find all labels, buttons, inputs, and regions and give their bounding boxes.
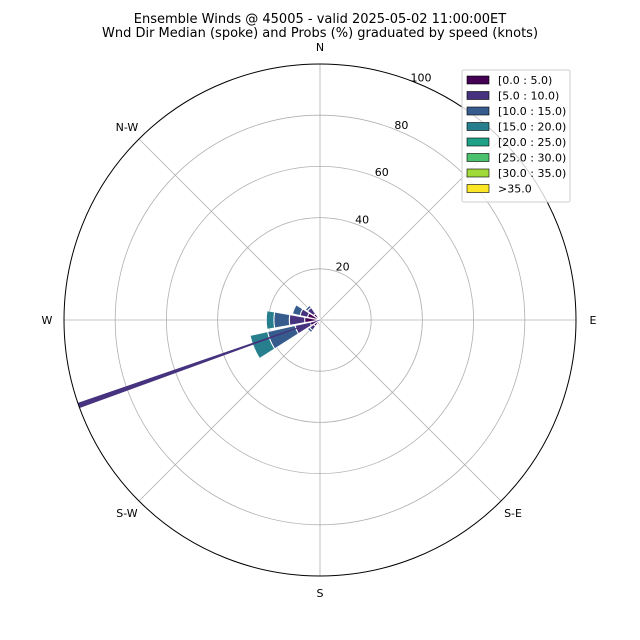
radial-tick-label: 60 [375,166,389,179]
grid-spoke [138,319,321,502]
legend-label: [0.0 : 5.0) [498,74,552,87]
grid-spoke [319,319,502,502]
radial-tick-label: 40 [355,213,369,226]
legend-swatch [466,153,490,162]
legend-label: [5.0 : 10.0) [498,90,559,103]
legend-swatch [466,184,490,193]
polar-outer-ring [63,63,577,577]
radial-tick-label: 80 [394,119,408,132]
chart-title-line2: Wnd Dir Median (spoke) and Probs (%) gra… [102,26,538,41]
direction-label: S-W [116,507,138,520]
wind-bar-segment [304,304,312,312]
wind-bar-segment [273,311,291,329]
legend-swatch [466,106,490,116]
legend-swatch [466,91,490,100]
wind-bar-segment [291,304,304,317]
median-spoke-wedge [77,319,321,409]
radial-tick-label: 20 [336,261,350,274]
grid-spoke [138,138,321,321]
wind-bar-segment [316,321,321,326]
direction-labels: N E S-E S S-W W N-W [42,41,597,600]
legend-label: [30.0 : 35.0) [498,167,566,180]
wind-bar-segment [317,316,321,321]
legend-swatch [466,75,490,85]
radial-tick-label: 100 [410,71,431,84]
legend-label: [25.0 : 30.0) [498,152,566,165]
wind-bar-segment [306,326,314,334]
outer-ring [63,63,577,577]
wind-bars [249,304,321,360]
legend-swatch [466,122,490,131]
direction-label: S-E [504,507,522,520]
legend-swatch [466,137,490,147]
direction-label: S [317,587,324,600]
legend-label: [10.0 : 15.0) [498,105,566,118]
median-direction-spoke [77,319,321,409]
legend-label: [20.0 : 25.0) [498,136,566,149]
direction-label: N-W [116,121,139,134]
wind-bar-segment [265,310,276,330]
polar-grid [64,64,576,576]
chart-title-line1: Ensemble Winds @ 45005 - valid 2025-05-0… [134,12,506,27]
direction-label: E [590,314,597,327]
direction-label: N [316,41,324,54]
direction-label: W [42,314,53,327]
radial-tick-labels: 20 40 60 80 100 [336,71,432,273]
legend: [0.0 : 5.0) [5.0 : 10.0) [10.0 : 15.0) [15.… [461,69,571,203]
legend-label: >35.0 [498,183,532,196]
legend-label: [15.0 : 20.0) [498,121,566,134]
legend-swatch [466,168,490,178]
